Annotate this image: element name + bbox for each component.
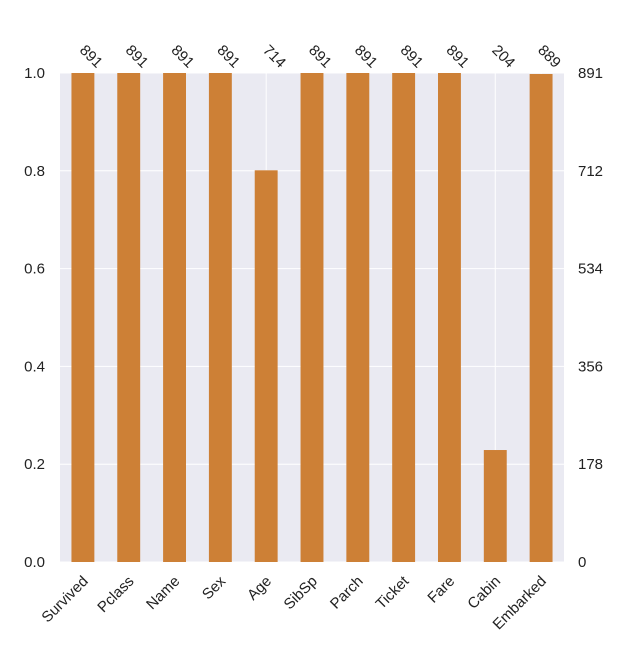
- x-axis-labels: Survived Pclass Name Sex Age SibSp Parch Ticket…: [38, 572, 549, 633]
- count-label: 891: [214, 42, 244, 72]
- count-label: 204: [488, 42, 518, 72]
- y-tick-label: 0.6: [24, 261, 45, 278]
- y2-tick-label: 891: [578, 65, 603, 82]
- y2-tick-label: 178: [578, 456, 603, 473]
- x-tick-label: Cabin: [464, 573, 504, 613]
- count-label: 891: [443, 42, 473, 72]
- y-axis-right: 0 178 356 534 712 891: [578, 65, 603, 571]
- count-labels: 891 891 891 891 714 891 891 891 891 204 889: [76, 42, 564, 72]
- x-tick-label: SibSp: [281, 573, 321, 613]
- count-label: 714: [259, 42, 289, 72]
- y2-tick-label: 0: [578, 554, 586, 571]
- bar-fare: [438, 73, 461, 562]
- y2-tick-label: 534: [578, 261, 603, 278]
- bar-cabin: [483, 450, 507, 562]
- bar-survived: [71, 73, 95, 562]
- bar-age: [254, 170, 278, 562]
- bar-ticket: [392, 73, 416, 562]
- bar-name: [163, 73, 186, 562]
- bar-sibsp: [300, 73, 324, 562]
- bar-pclass: [117, 73, 141, 562]
- bar-parch: [346, 73, 370, 562]
- y-tick-label: 0.0: [24, 554, 45, 571]
- bar-sex: [208, 73, 232, 562]
- count-label: 891: [305, 42, 335, 72]
- count-label: 891: [168, 42, 198, 72]
- y-tick-label: 0.4: [24, 358, 45, 375]
- x-tick-label: Name: [143, 573, 183, 613]
- y2-tick-label: 356: [578, 358, 603, 375]
- y2-tick-label: 712: [578, 163, 603, 180]
- x-tick-label: Pclass: [94, 573, 137, 616]
- bars: [71, 73, 553, 562]
- bar-embarked: [529, 73, 553, 562]
- y-tick-label: 1.0: [24, 65, 45, 82]
- x-tick-label: Survived: [38, 573, 91, 626]
- x-tick-label: Fare: [424, 573, 458, 607]
- count-label: 891: [397, 42, 427, 72]
- y-tick-label: 0.8: [24, 163, 45, 180]
- y-tick-label: 0.2: [24, 456, 45, 473]
- count-label: 889: [534, 42, 564, 72]
- y-axis-left: 0.0 0.2 0.4 0.6 0.8 1.0: [24, 65, 45, 571]
- x-tick-label: Sex: [199, 572, 230, 603]
- count-label: 891: [122, 42, 152, 72]
- count-label: 891: [351, 42, 381, 72]
- x-tick-label: Ticket: [373, 572, 414, 613]
- x-tick-label: Parch: [327, 573, 367, 613]
- x-tick-label: Age: [244, 573, 275, 604]
- count-label: 891: [76, 42, 106, 72]
